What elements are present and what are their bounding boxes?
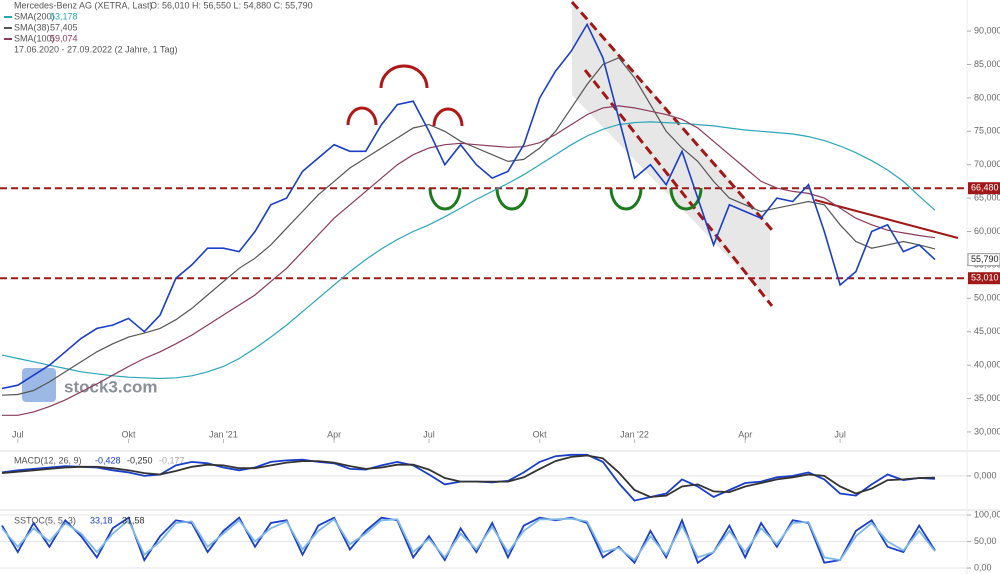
y-tick-label: 50,00 (974, 536, 997, 546)
y-tick-label: 65,000 (974, 192, 1000, 202)
shoulder-arcs (346, 64, 464, 127)
last-price-label: 55,790 (971, 254, 999, 264)
x-tick-label: Jan '21 (209, 429, 238, 439)
panel-legend-value: -0,250 (127, 455, 153, 465)
y-tick-label: 80,000 (974, 92, 1000, 102)
reference-label: 66,480 (971, 183, 999, 193)
panel-title: SSTOC(5, 5, 3) (14, 515, 76, 525)
panel-title: MACD(12, 26, 9) (14, 455, 82, 465)
y-tick-label: 90,000 (974, 25, 1000, 35)
series-line (1, 516, 936, 565)
x-tick-label: Apr (738, 429, 752, 439)
trend-line (570, 1, 774, 231)
price-line (1, 22, 936, 390)
panel-legend-value: -0,177 (159, 455, 185, 465)
legend-value: 59,074 (50, 33, 78, 43)
x-tick-label: Okt (122, 429, 137, 439)
series-line (1, 57, 936, 396)
reference-label: 53,010 (971, 273, 999, 283)
panel-legend-value: -0,428 (95, 455, 121, 465)
y-tick-label: 45,000 (974, 326, 1000, 336)
y-tick-label: 50,000 (974, 293, 1000, 303)
arc (346, 106, 378, 126)
bottom-arcs (428, 187, 703, 211)
y-tick-label: 30,000 (974, 426, 1000, 436)
last-price-tag (967, 253, 1000, 267)
y-tick-label: 0,000 (974, 470, 997, 480)
legend-value: 63,178 (50, 11, 78, 21)
y-tick-label: 70,000 (974, 159, 1000, 169)
arc (428, 187, 462, 211)
channel-shade (572, 0, 770, 300)
x-tick-label: Jul (423, 429, 435, 439)
watermark-text: stock3.com (64, 377, 158, 396)
y-tick-label: 100,00 (974, 509, 1000, 519)
x-tick-label: Jul (834, 429, 846, 439)
x-tick-label: Jul (12, 429, 24, 439)
legend-value: 57,405 (50, 22, 78, 32)
legend-label: SMA(200) (14, 11, 55, 21)
legend-label: SMA(100) (14, 33, 55, 43)
legend-title: Mercedes-Benz AG (XETRA, Last) (14, 0, 153, 10)
x-tick-label: Okt (533, 429, 548, 439)
trend-line (814, 199, 959, 239)
reference-tag (968, 272, 1000, 285)
reference-tag (968, 182, 1000, 195)
series-line (1, 517, 936, 562)
y-tick-label: 60,000 (974, 226, 1000, 236)
arc (669, 187, 703, 211)
arc (609, 187, 643, 211)
legend-label: SMA(38) (14, 22, 50, 32)
x-tick-label: Apr (327, 429, 341, 439)
y-tick-label: 40,000 (974, 360, 1000, 370)
y-tick-label: 35,000 (974, 393, 1000, 403)
series-line (1, 454, 936, 498)
arc (432, 107, 464, 127)
watermark-icon (22, 368, 56, 402)
date-range: 17.06.2020 - 27.09.2022 (2 Jahre, 1 Tag) (14, 44, 177, 54)
panel-legend-value: 33,18 (90, 515, 113, 525)
series-line (2, 105, 936, 416)
series-line (1, 121, 936, 380)
arc (495, 187, 529, 211)
panel-legend-value: 31,58 (122, 515, 145, 525)
arc (379, 64, 429, 89)
y-tick-label: 0,00 (974, 562, 992, 572)
y-tick-label: 85,000 (974, 59, 1000, 69)
legend-ohlc: O: 56,010 H: 56,550 L: 54,880 C: 55,790 (150, 0, 313, 10)
x-tick-label: Jan '22 (620, 429, 649, 439)
watermark: stock3.com (22, 368, 158, 402)
y-tick-label: 75,000 (974, 126, 1000, 136)
